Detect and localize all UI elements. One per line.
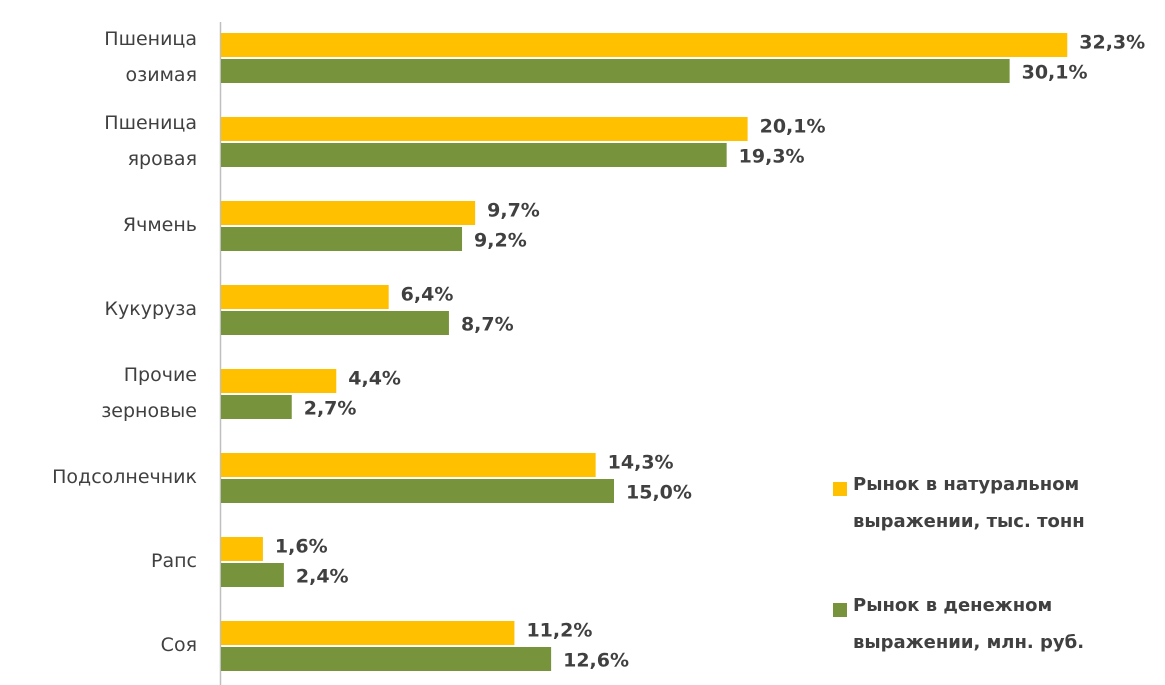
data-label: 2,4% xyxy=(296,566,349,588)
category-label: Подсолнечник xyxy=(52,466,197,488)
bar xyxy=(221,621,515,645)
bar xyxy=(221,117,748,141)
category-label: Прочие зерновые xyxy=(101,364,197,422)
category-label: Соя xyxy=(160,634,197,656)
bar xyxy=(221,143,727,167)
data-label: 2,7% xyxy=(304,398,357,420)
bar xyxy=(221,33,1068,57)
data-label: 14,3% xyxy=(608,452,674,474)
category-label: Кукуруза xyxy=(104,298,197,320)
bar xyxy=(221,453,596,477)
bar xyxy=(221,201,476,225)
data-label: 8,7% xyxy=(461,314,514,336)
data-label: 11,2% xyxy=(526,620,592,642)
legend-swatch xyxy=(833,482,847,496)
bar xyxy=(221,395,292,419)
data-label: 19,3% xyxy=(739,146,805,168)
category-label: Ячмень xyxy=(122,214,197,236)
data-label: 1,6% xyxy=(275,536,328,558)
legend-label: Рынок в натуральном выражении, тыс. тонн xyxy=(853,474,1085,532)
legend-swatch xyxy=(833,603,847,617)
bar xyxy=(221,563,284,587)
bar xyxy=(221,59,1010,83)
data-label: 32,3% xyxy=(1079,32,1145,54)
category-label: Пшеница яровая xyxy=(104,112,197,170)
bar xyxy=(221,369,337,393)
data-label: 9,2% xyxy=(474,230,527,252)
category-label: Рапс xyxy=(151,550,197,572)
bar xyxy=(221,537,263,561)
category-label: Пшеница озимая xyxy=(104,28,197,86)
data-label: 15,0% xyxy=(626,482,692,504)
bar xyxy=(221,479,614,503)
data-label: 12,6% xyxy=(563,650,629,672)
data-label: 30,1% xyxy=(1022,62,1088,84)
data-label: 9,7% xyxy=(487,200,540,222)
data-label: 4,4% xyxy=(348,368,401,390)
bar xyxy=(221,285,389,309)
data-label: 6,4% xyxy=(401,284,454,306)
bar xyxy=(221,647,552,671)
data-label: 20,1% xyxy=(760,116,826,138)
bar xyxy=(221,311,449,335)
bar xyxy=(221,227,463,251)
legend-label: Рынок в денежном выражении, млн. руб. xyxy=(853,595,1085,653)
